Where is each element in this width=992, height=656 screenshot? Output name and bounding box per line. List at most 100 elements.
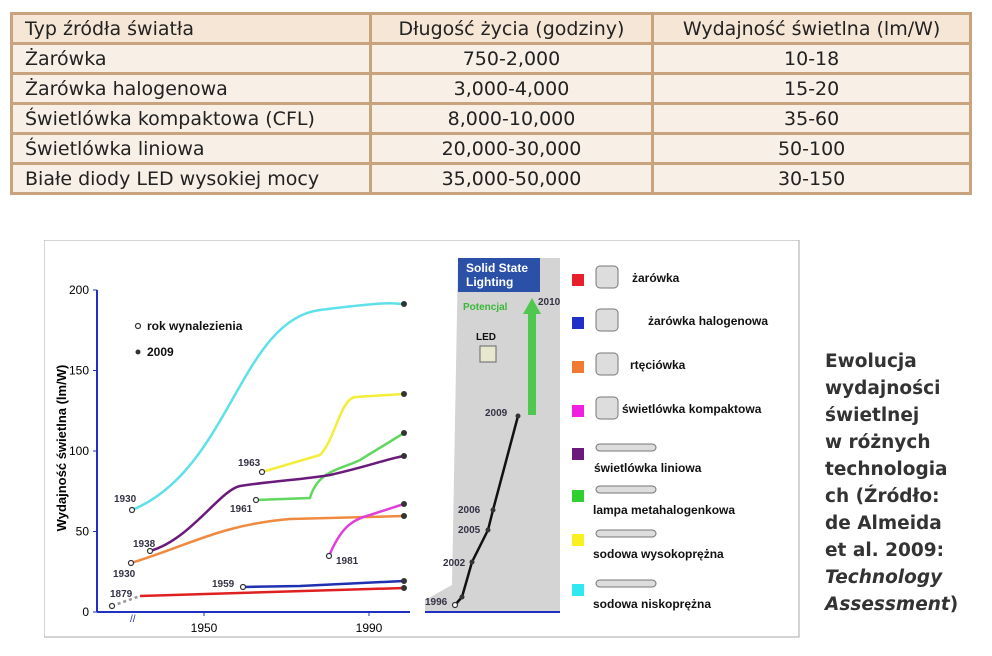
legend-label: sodowa wysokoprężna: [593, 547, 724, 561]
curve: [327, 502, 405, 557]
table-cell: Typ źródła światła: [10, 12, 372, 45]
curve: [242, 579, 405, 589]
lamp-icon: [595, 396, 619, 420]
marker-label: 2009: [147, 345, 174, 359]
led-year: 2005: [458, 525, 481, 536]
axis-ticks: 0 50 100 150 200 1950 1990: [69, 283, 383, 635]
legend-label: lampa metahalogenkowa: [593, 503, 735, 517]
table-cell: Świetlówka kompaktowa (CFL): [10, 102, 372, 135]
caption-line: świetlnej: [825, 405, 920, 426]
lamp-icon: [595, 265, 619, 289]
source-title: Technology: [825, 567, 943, 588]
table-cell: 35,000-50,000: [368, 162, 655, 195]
arrow-head: [523, 298, 541, 314]
lamp-icon: [595, 352, 619, 376]
y-tick-label: 50: [76, 525, 90, 539]
table-row: Świetlówka liniowa 20,000-30,000 50-100: [10, 132, 972, 165]
lamp-icon: [595, 308, 619, 332]
figure-frame: [44, 240, 800, 638]
year-label: 1938: [133, 539, 156, 550]
table-cell: 50-100: [651, 132, 972, 165]
axis-break: //: [130, 614, 136, 625]
year-label: 1930: [113, 569, 136, 580]
table-cell: 750-2,000: [368, 42, 655, 75]
start-points: [108, 322, 459, 610]
legend: żarówka żarówka halogenowa rtęciówka świetl…: [572, 265, 768, 611]
table-cell: 8,000-10,000: [368, 102, 655, 135]
year-label: 1879: [110, 589, 133, 600]
table-row: Żarówka 750-2,000 10-18: [10, 42, 972, 75]
table-cell: Długość życia (godziny): [368, 12, 655, 45]
x-tick-label: 1990: [356, 621, 383, 635]
caption-line: ch (Źródło:: [825, 486, 940, 507]
led-year: 1996: [425, 597, 448, 608]
table-cell: 10-18: [651, 42, 972, 75]
y-tick-label: 0: [82, 605, 89, 619]
ssl-title-1: Solid State Lighting: [466, 261, 528, 289]
legend-label: świetlówka kompaktowa: [622, 402, 762, 416]
curve: [131, 301, 405, 512]
lamp-icon: [595, 485, 657, 494]
caption-line: Ewolucja: [825, 351, 917, 372]
year-label: 1963: [238, 458, 261, 469]
lamp-icon: [595, 443, 657, 452]
caption: Ewolucja wydajności świetlnej w różnych tech…: [825, 348, 958, 618]
end-points: [135, 301, 521, 600]
y-tick-label: 200: [69, 283, 89, 297]
legend-swatch: [572, 448, 584, 460]
led-year: 2002: [443, 558, 466, 569]
table-cell: Świetlówka liniowa: [10, 132, 372, 165]
legend-swatch: [572, 361, 584, 373]
marker-label: rok wynalezienia: [147, 319, 243, 333]
y-tick-label: 150: [69, 364, 89, 378]
table-row: Typ źródła światła Długość życia (godziny…: [10, 12, 972, 45]
table-cell: Wydajność świetlna (lm/W): [651, 12, 972, 45]
legend-label: żarówka: [632, 271, 680, 285]
table-row: Białe diody LED wysokiej mocy 35,000-50,0…: [10, 162, 972, 195]
legend-label: rtęciówka: [630, 358, 686, 372]
caption-line: w różnych: [825, 432, 931, 453]
curve: [130, 514, 405, 565]
legend-swatch: [572, 405, 584, 417]
table-row: Świetlówka kompaktowa (CFL) 8,000-10,000 3…: [10, 102, 972, 135]
y-tick-label: 100: [69, 444, 89, 458]
caption-closing: ): [949, 594, 959, 615]
caption-line: de Almeida: [825, 513, 942, 534]
curves: [111, 301, 520, 608]
lamp-icon: [595, 579, 657, 588]
year-label: 1981: [336, 556, 359, 567]
table-cell: 15-20: [651, 72, 972, 105]
year-label: 1959: [212, 579, 235, 590]
table-cell: Żarówka halogenowa: [10, 72, 372, 105]
led-label: LED: [476, 332, 496, 343]
curve: [111, 594, 141, 608]
efficiency-figure: Solid State Lighting // Wydajność świetln…: [44, 240, 800, 638]
table-cell: Białe diody LED wysokiej mocy: [10, 162, 372, 195]
legend-label: żarówka halogenowa: [648, 314, 768, 328]
table-row: Żarówka halogenowa 3,000-4,000 15-20: [10, 72, 972, 105]
potential-label: Potencjal: [463, 302, 508, 313]
table-cell: 20,000-30,000: [368, 132, 655, 165]
ssl-box: [458, 258, 540, 292]
table-cell: 30-150: [651, 162, 972, 195]
curve: [139, 586, 405, 598]
x-tick-label: 1950: [191, 621, 218, 635]
year-label: 1961: [230, 504, 253, 515]
caption-line: technologia: [825, 459, 948, 480]
table-cell: 35-60: [651, 102, 972, 135]
legend-swatch: [572, 317, 584, 329]
legend-swatch: [572, 534, 584, 546]
year-label: 1930: [114, 494, 137, 505]
curve: [149, 454, 405, 553]
arrow-year: 2010: [538, 297, 561, 308]
legend-label: sodowa niskoprężna: [593, 597, 711, 611]
lamp-table: Typ źródła światła Długość życia (godziny…: [10, 12, 972, 195]
caption-line: et al. 2009:: [825, 540, 945, 561]
y-axis-label: Wydajność świetlna (lm/W): [54, 365, 69, 532]
legend-swatch: [572, 274, 584, 286]
legend-swatch: [572, 490, 584, 502]
source-title: Assessment: [825, 594, 950, 615]
table-cell: Żarówka: [10, 42, 372, 75]
led-icon: [479, 345, 497, 363]
